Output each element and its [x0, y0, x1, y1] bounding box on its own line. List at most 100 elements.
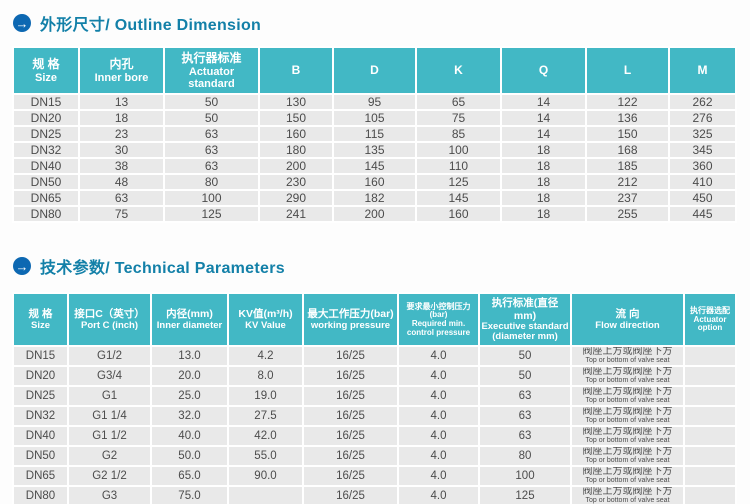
- column-header: 执行器选配 Actuator option: [683, 292, 737, 348]
- table-cell: 16/25: [302, 445, 399, 468]
- table-cell: G2 1/2: [67, 465, 152, 488]
- section-title-technical: → 技术参数/ Technical Parameters: [13, 254, 750, 278]
- column-header: KV值(m³/h) KV Value: [227, 292, 304, 348]
- table-cell: 63: [478, 385, 572, 408]
- table-cell: 200: [332, 205, 417, 224]
- outline-dimension-section: → 外形尺寸/ Outline Dimension 规 格 Size 内孔 Inner…: [0, 11, 750, 224]
- table-cell: 130: [258, 93, 334, 112]
- table-cell: 18: [500, 173, 587, 192]
- table-cell: 237: [585, 189, 670, 208]
- table-cell: G3/4: [67, 365, 152, 388]
- column-header: D: [332, 45, 417, 96]
- table-cell: 4.0: [397, 485, 480, 504]
- table-cell: 122: [585, 93, 670, 112]
- table-cell: 16/25: [302, 485, 399, 504]
- table-cell: DN65: [12, 465, 69, 488]
- table-cell: 4.0: [397, 365, 480, 388]
- table-cell: 63: [163, 125, 260, 144]
- table-row: DN15 G1/2 13.0 4.2 16/25 4.0 50 阀座上方或阀座下方 Top or…: [12, 345, 737, 368]
- table-cell: DN20: [12, 109, 80, 128]
- table-cell: 262: [668, 93, 737, 112]
- table-cell: 32.0: [150, 405, 229, 428]
- table-cell: 241: [258, 205, 334, 224]
- table-cell: 325: [668, 125, 737, 144]
- table-cell: 18: [500, 189, 587, 208]
- table-cell: 115: [332, 125, 417, 144]
- table-row: DN40 38 63 200 145 110 18 185 360: [12, 157, 737, 176]
- table-cell: 65: [415, 93, 502, 112]
- table-cell: DN15: [12, 93, 80, 112]
- table-cell: 50: [478, 365, 572, 388]
- table-cell: 160: [332, 173, 417, 192]
- table-cell: 4.0: [397, 405, 480, 428]
- table-cell: 125: [415, 173, 502, 192]
- table-cell: [683, 485, 737, 504]
- table-cell: 4.0: [397, 385, 480, 408]
- table-cell: G2: [67, 445, 152, 468]
- table-cell: 16/25: [302, 345, 399, 368]
- table-cell: 136: [585, 109, 670, 128]
- table-cell: [683, 405, 737, 428]
- table-row: DN80 G3 75.0 16/25 4.0 125 阀座上方或阀座下方 Top or bot…: [12, 485, 737, 504]
- table-cell: 42.0: [227, 425, 304, 448]
- column-header: 要求最小控制压力(bar) Required min. control press…: [397, 292, 480, 348]
- table-cell: [683, 345, 737, 368]
- table-cell: 212: [585, 173, 670, 192]
- table-cell: 63: [478, 425, 572, 448]
- table-cell: 125: [478, 485, 572, 504]
- table-cell: DN40: [12, 425, 69, 448]
- table-cell: [683, 385, 737, 408]
- table-cell: 16/25: [302, 465, 399, 488]
- table-cell: 50: [163, 109, 260, 128]
- table-cell: [227, 485, 304, 504]
- technical-parameters-table: 规 格 Size 接口C（英寸） Port C (inch) 内径(mm) Inner d…: [12, 292, 737, 504]
- section-title-text: 外形尺寸/ Outline Dimension: [40, 17, 262, 34]
- column-header: 规 格 Size: [12, 292, 69, 348]
- table-cell: 182: [332, 189, 417, 208]
- table-row: DN32 G1 1/4 32.0 27.5 16/25 4.0 63 阀座上方或阀座下方 Top…: [12, 405, 737, 428]
- table-cell: 276: [668, 109, 737, 128]
- table-cell: 18: [500, 141, 587, 160]
- table-cell: 100: [415, 141, 502, 160]
- table-cell: 18: [500, 205, 587, 224]
- outline-dimension-table: 规 格 Size 内孔 Inner bore 执行器标准 Actuator standar…: [12, 45, 737, 224]
- table-cell: DN40: [12, 157, 80, 176]
- table-cell: DN50: [12, 445, 69, 468]
- table-cell: 20.0: [150, 365, 229, 388]
- table-cell: 445: [668, 205, 737, 224]
- table-cell: 16/25: [302, 385, 399, 408]
- table-cell: 63: [478, 405, 572, 428]
- table-cell: DN65: [12, 189, 80, 208]
- table-row: DN50 G2 50.0 55.0 16/25 4.0 80 阀座上方或阀座下方 Top or …: [12, 445, 737, 468]
- table-cell: 8.0: [227, 365, 304, 388]
- table-cell: 75: [78, 205, 165, 224]
- table-cell: 230: [258, 173, 334, 192]
- table-row: DN40 G1 1/2 40.0 42.0 16/25 4.0 63 阀座上方或阀座下方 Top…: [12, 425, 737, 448]
- table-cell: 135: [332, 141, 417, 160]
- table-row: DN65 G2 1/2 65.0 90.0 16/25 4.0 100 阀座上方或阀座下方 To…: [12, 465, 737, 488]
- table-cell: 14: [500, 109, 587, 128]
- header-row: 规 格 Size 内孔 Inner bore 执行器标准 Actuator standar…: [12, 45, 737, 96]
- table-cell: 110: [415, 157, 502, 176]
- table-cell: 168: [585, 141, 670, 160]
- table-cell: 50.0: [150, 445, 229, 468]
- table-cell: 50: [163, 93, 260, 112]
- table-cell: 75: [415, 109, 502, 128]
- table-cell: DN25: [12, 385, 69, 408]
- table-cell: 19.0: [227, 385, 304, 408]
- table-cell: 4.0: [397, 445, 480, 468]
- column-header: 执行标准(直径mm) Executive standard (diameter m…: [478, 292, 572, 348]
- table-cell: 18: [500, 157, 587, 176]
- column-header: L: [585, 45, 670, 96]
- table-cell: 27.5: [227, 405, 304, 428]
- table-cell: 290: [258, 189, 334, 208]
- table-cell: 阀座上方或阀座下方 Top or bottom of valve seat: [570, 485, 685, 504]
- table-cell: 阀座上方或阀座下方 Top or bottom of valve seat: [570, 345, 685, 368]
- table-cell: 80: [478, 445, 572, 468]
- arrow-circle-icon: →: [13, 14, 31, 32]
- table-cell: 160: [415, 205, 502, 224]
- column-header: 执行器标准 Actuator standard: [163, 45, 260, 96]
- table-cell: 13.0: [150, 345, 229, 368]
- table-cell: 150: [258, 109, 334, 128]
- column-header: B: [258, 45, 334, 96]
